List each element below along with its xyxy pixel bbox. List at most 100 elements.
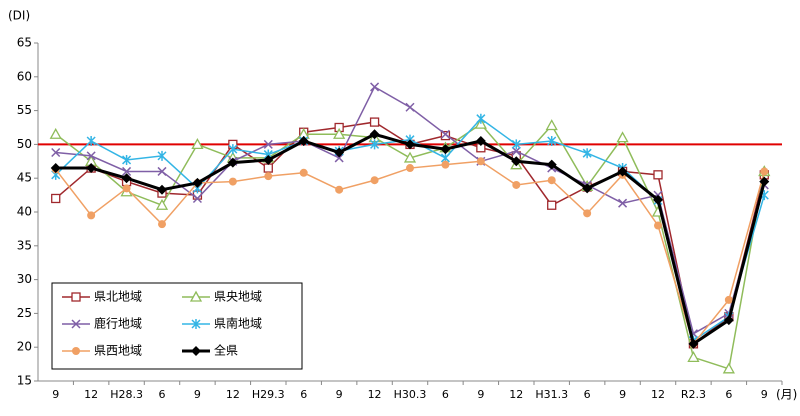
- x-tick-label: 12: [226, 388, 240, 401]
- legend-marker: [71, 319, 81, 329]
- data-point: [157, 150, 167, 161]
- y-tick-label: 35: [17, 238, 32, 252]
- x-tick-label: R2.3: [681, 388, 706, 401]
- data-point: [441, 160, 450, 169]
- data-point: [688, 338, 699, 349]
- legend-marker: [191, 346, 201, 356]
- legend-marker: [189, 290, 203, 302]
- y-tick-label: 40: [17, 205, 32, 219]
- data-point: [157, 184, 167, 195]
- data-point: [653, 170, 663, 180]
- data-point: [476, 113, 486, 124]
- data-point: [299, 168, 308, 177]
- y-tick-label: 65: [17, 36, 32, 50]
- legend-label: 県西地域: [94, 344, 142, 358]
- x-tick-label: H30.3: [394, 388, 427, 401]
- data-point: [440, 130, 451, 141]
- data-point: [263, 154, 274, 165]
- data-point: [157, 166, 167, 176]
- data-point: [616, 131, 629, 143]
- x-axis-label: (月): [776, 388, 797, 402]
- data-point: [724, 295, 733, 304]
- data-point: [335, 185, 344, 194]
- data-point: [406, 164, 414, 173]
- x-tick-label: 9: [761, 388, 768, 401]
- data-point: [192, 193, 202, 204]
- y-tick-label: 60: [17, 69, 32, 83]
- legend-marker: [71, 292, 81, 302]
- legend-label: 鹿行地域: [94, 316, 142, 331]
- data-point: [334, 147, 345, 158]
- data-point: [49, 127, 62, 139]
- x-tick-label: H28.3: [110, 388, 143, 401]
- data-point: [440, 129, 450, 139]
- data-point: [723, 315, 734, 326]
- y-tick-label: 25: [17, 306, 32, 320]
- data-point: [369, 117, 380, 127]
- data-point: [617, 166, 628, 177]
- x-tick-label: 9: [477, 388, 484, 401]
- data-point: [263, 139, 273, 149]
- data-point: [511, 146, 521, 156]
- data-point: [545, 119, 558, 131]
- data-point: [475, 136, 486, 147]
- legend-label: 県北地域: [94, 290, 142, 304]
- data-point: [722, 362, 735, 374]
- y-axis-label: (DI): [8, 9, 30, 23]
- legend-label: 全県: [214, 343, 238, 358]
- data-point: [618, 198, 628, 208]
- data-point: [546, 159, 557, 170]
- data-point: [264, 172, 273, 181]
- data-point: [228, 177, 237, 186]
- data-point: [121, 173, 132, 184]
- data-point: [263, 163, 273, 173]
- data-point: [403, 151, 417, 163]
- data-point: [51, 193, 61, 204]
- x-tick-label: 12: [368, 388, 382, 401]
- data-point: [155, 198, 169, 210]
- data-point: [86, 136, 96, 147]
- data-point: [333, 127, 346, 139]
- data-point: [687, 351, 700, 362]
- data-point: [122, 184, 131, 193]
- y-tick-label: 50: [17, 137, 32, 151]
- x-tick-label: 6: [725, 388, 732, 401]
- y-tick-label: 45: [17, 171, 32, 185]
- data-point: [512, 180, 521, 189]
- data-point: [476, 157, 485, 166]
- data-point: [547, 176, 556, 185]
- data-point: [191, 138, 204, 150]
- data-point: [547, 200, 557, 210]
- data-point: [334, 153, 344, 163]
- data-point: [158, 220, 166, 229]
- x-tick-label: 6: [159, 388, 166, 401]
- y-tick-label: 15: [17, 374, 32, 388]
- y-tick-label: 55: [17, 103, 32, 117]
- data-point: [405, 139, 415, 150]
- data-point: [582, 148, 592, 159]
- data-point: [50, 163, 61, 174]
- data-point: [547, 136, 557, 147]
- data-point: [227, 157, 238, 168]
- data-point: [192, 177, 203, 188]
- y-tick-label: 30: [17, 272, 32, 286]
- data-point: [582, 183, 593, 194]
- data-point: [228, 144, 238, 155]
- x-tick-label: H29.3: [252, 388, 285, 401]
- data-point: [51, 147, 61, 158]
- legend-box: [51, 282, 303, 370]
- legend-marker: [72, 347, 80, 355]
- data-point: [511, 139, 521, 150]
- data-point: [760, 167, 769, 176]
- x-tick-label: H31.3: [535, 388, 568, 401]
- x-tick-label: 6: [442, 388, 449, 401]
- data-point: [298, 136, 309, 147]
- x-tick-label: 9: [194, 388, 201, 401]
- data-point: [370, 176, 379, 185]
- data-point: [122, 166, 132, 176]
- x-tick-label: 12: [509, 388, 523, 401]
- data-point: [654, 221, 662, 230]
- x-tick-label: 9: [52, 388, 59, 401]
- data-point: [86, 151, 96, 161]
